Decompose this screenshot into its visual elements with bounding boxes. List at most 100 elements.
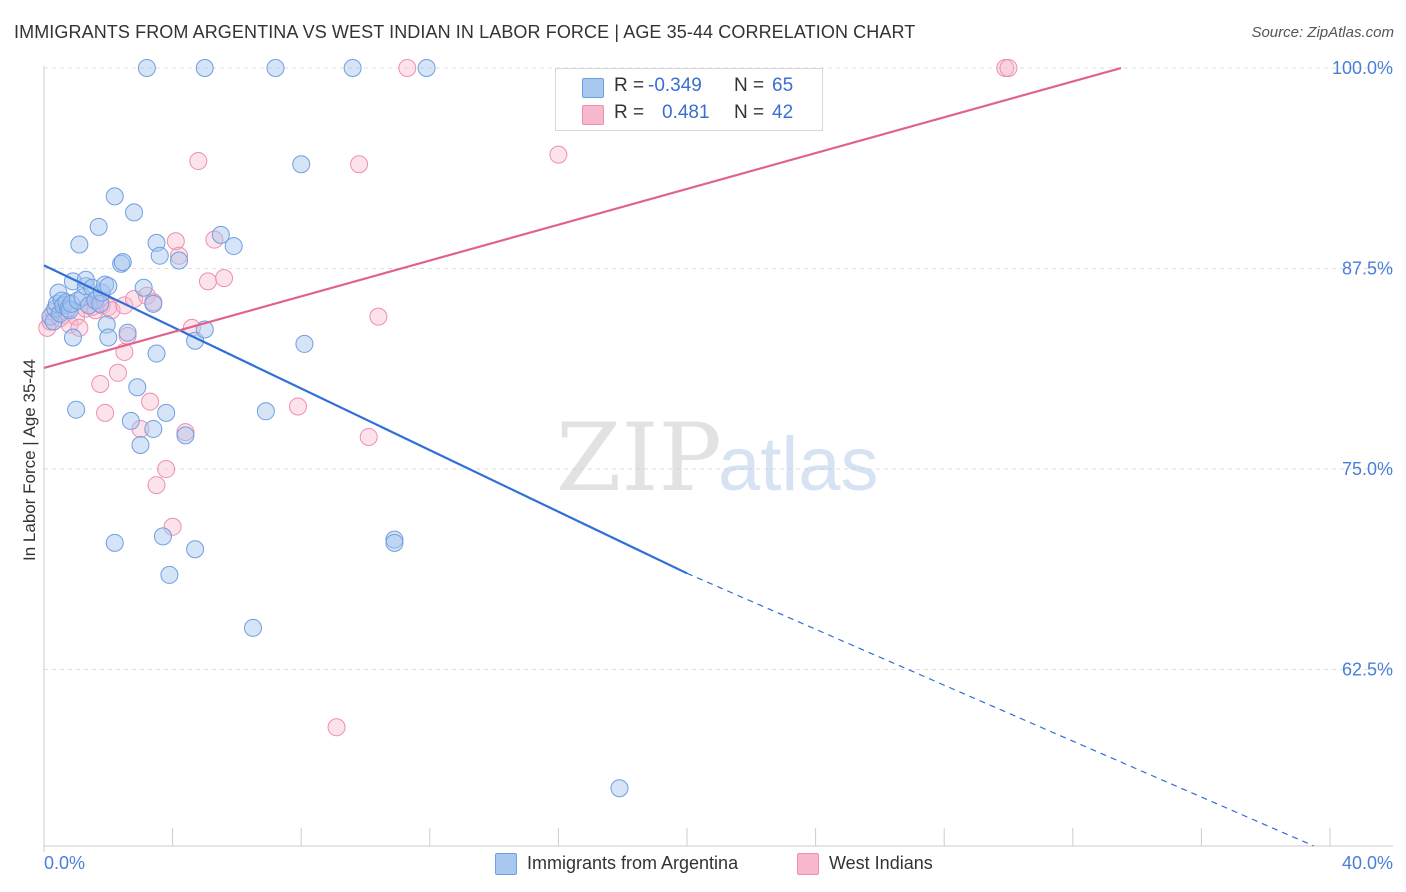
axis-layer [43, 66, 1393, 852]
argentina-trend-line [43, 264, 688, 575]
argentina-point-23 [89, 217, 108, 236]
argentina-point-43 [144, 294, 163, 313]
argentina-point-51 [186, 540, 205, 559]
watermark-zip: ZIP [556, 404, 722, 513]
west-indians-point-39 [359, 427, 378, 446]
argentina-point-64 [266, 59, 285, 78]
west-indians-point-25 [147, 476, 166, 495]
bottom-legend-swatch-west-indians [797, 853, 819, 875]
argentina-trend-extension [686, 572, 1315, 847]
argentina-point-12 [63, 328, 82, 347]
argentina-point-61 [610, 779, 629, 798]
argentina-point-28 [99, 277, 118, 296]
legend-r-value-argentina: -0.349 [648, 75, 702, 96]
argentina-point-39 [131, 435, 150, 454]
argentina-point-29 [99, 328, 118, 347]
west-indians-point-16 [108, 363, 127, 382]
west-indians-point-7 [70, 318, 89, 337]
argentina-point-65 [343, 59, 362, 78]
source-credit: Source: ZipAtlas.com [1251, 24, 1394, 41]
west-indians-point-40 [369, 307, 388, 326]
west-indians-point-37 [327, 718, 346, 737]
legend-n-value-argentina: 65 [772, 75, 794, 96]
west-indians-point-13 [96, 403, 115, 422]
x-tick-label-max: 40.0% [1342, 853, 1393, 873]
y-tick-label-0: 62.5% [1342, 660, 1393, 680]
legend-row-argentina: R = -0.349 N = 65 [556, 74, 822, 100]
west-indians-point-32 [189, 152, 208, 171]
west-indians-point-38 [350, 155, 369, 174]
west-indians-point-41 [549, 145, 568, 164]
west-indians-point-27 [163, 517, 182, 536]
argentina-point-38 [134, 278, 153, 297]
argentina-point-15 [68, 291, 87, 310]
argentina-point-47 [160, 565, 179, 584]
argentina-point-45 [153, 527, 172, 546]
legend-swatch-argentina [582, 78, 604, 98]
argentina-point-57 [292, 155, 311, 174]
argentina-point-16 [70, 235, 89, 254]
argentina-point-63 [195, 59, 214, 78]
argentina-point-62 [137, 59, 156, 78]
argentina-point-37 [128, 378, 147, 397]
west-indians-point-36 [288, 397, 307, 416]
argentina-point-24 [91, 294, 110, 313]
argentina-point-48 [170, 251, 189, 270]
grid-layer [44, 67, 1393, 671]
west-indians-point-26 [157, 460, 176, 479]
legend-n-label: N = [734, 75, 765, 96]
west-indians-point-29 [170, 246, 189, 265]
west-indians-points [38, 59, 1018, 737]
y-tick-labels: 62.5% 75.0% 87.5% 100.0% [1332, 58, 1393, 680]
argentina-point-56 [256, 402, 275, 421]
west-indians-point-42 [398, 59, 417, 78]
argentina-point-44 [150, 246, 169, 265]
argentina-point-66 [417, 59, 436, 78]
argentina-point-34 [118, 323, 137, 342]
argentina-point-26 [96, 275, 115, 294]
legend-row-west-indians: R = 0.481 N = 42 [556, 101, 822, 127]
argentina-point-40 [144, 419, 163, 438]
y-tick-label-3: 100.0% [1332, 58, 1393, 78]
argentina-point-35 [121, 411, 140, 430]
argentina-point-55 [243, 618, 262, 637]
bottom-legend-swatch-argentina [495, 853, 517, 875]
argentina-point-58 [295, 334, 314, 353]
bottom-legend-label-west-indians: West Indians [829, 853, 933, 873]
chart-title: IMMIGRANTS FROM ARGENTINA VS WEST INDIAN… [14, 22, 916, 42]
bottom-legend-label-argentina: Immigrants from Argentina [527, 853, 739, 873]
argentina-point-14 [67, 400, 86, 419]
argentina-point-60 [385, 533, 404, 552]
west-indians-point-28 [166, 232, 185, 251]
argentina-point-54 [224, 237, 243, 256]
correlation-legend: R = -0.349 N = 65 R = 0.481 N = 42 [555, 68, 823, 131]
legend-r-label: R = [614, 75, 645, 96]
argentina-points [41, 59, 629, 798]
argentina-point-49 [176, 426, 195, 445]
argentina-point-33 [113, 253, 132, 272]
west-indians-point-33 [198, 272, 217, 291]
argentina-point-53 [211, 225, 230, 244]
west-indians-point-23 [141, 392, 160, 411]
x-tick-label-min: 0.0% [44, 853, 85, 873]
argentina-point-36 [125, 203, 144, 222]
watermark-atlas: atlas [718, 422, 879, 507]
y-tick-label-2: 87.5% [1342, 259, 1393, 279]
argentina-point-31 [105, 533, 124, 552]
west-indians-trend-line [43, 66, 1122, 370]
west-indians-point-35 [215, 269, 234, 288]
legend-n-label: N = [734, 102, 765, 123]
west-indians-point-44 [999, 59, 1018, 78]
argentina-point-46 [157, 403, 176, 422]
legend-n-value-west-indians: 42 [772, 102, 794, 123]
argentina-point-30 [105, 187, 124, 206]
y-axis-label: In Labor Force | Age 35-44 [20, 359, 39, 561]
legend-r-value-west-indians: 0.481 [662, 102, 710, 123]
argentina-point-42 [147, 344, 166, 363]
trend-lines [43, 66, 1315, 847]
legend-r-label: R = [614, 102, 645, 123]
legend-swatch-west-indians [582, 105, 604, 125]
y-tick-label-1: 75.0% [1342, 459, 1393, 479]
west-indians-point-11 [91, 375, 110, 394]
